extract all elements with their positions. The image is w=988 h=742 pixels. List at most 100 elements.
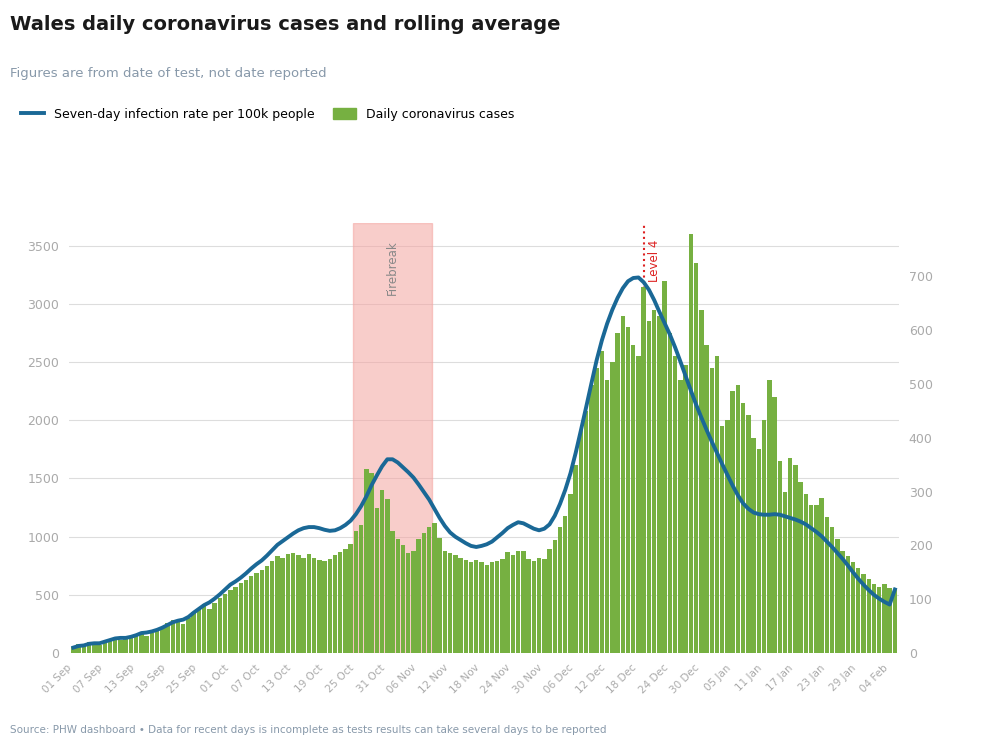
Bar (589, 385, 594, 653)
Bar (395, 539, 400, 653)
Bar (882, 585, 886, 653)
Bar (427, 528, 432, 653)
Bar (438, 538, 442, 653)
Bar (678, 380, 683, 653)
Bar (385, 499, 389, 653)
Bar (595, 368, 599, 653)
Bar (887, 588, 892, 653)
Bar (803, 493, 808, 653)
Bar (793, 464, 797, 653)
Bar (139, 632, 143, 653)
Bar (312, 557, 316, 653)
Text: Firebreak: Firebreak (386, 240, 399, 295)
Bar (700, 310, 703, 653)
Bar (536, 557, 541, 653)
Bar (809, 505, 813, 653)
Bar (124, 639, 127, 653)
Bar (370, 473, 373, 653)
Bar (516, 551, 521, 653)
Bar (249, 577, 254, 653)
Bar (819, 499, 824, 653)
Bar (689, 234, 693, 653)
Bar (82, 646, 86, 653)
Bar (856, 568, 861, 653)
Bar (506, 552, 510, 653)
Bar (762, 420, 767, 653)
Legend: Seven-day infection rate per 100k people, Daily coronavirus cases: Seven-day infection rate per 100k people… (16, 102, 519, 125)
Bar (432, 522, 437, 653)
Bar (463, 560, 468, 653)
Bar (343, 549, 348, 653)
Bar (662, 280, 667, 653)
Bar (862, 574, 865, 653)
Bar (714, 356, 719, 653)
Bar (542, 559, 546, 653)
Bar (830, 528, 834, 653)
Bar (144, 635, 149, 653)
Bar (155, 630, 159, 653)
Bar (547, 549, 551, 653)
Bar (684, 364, 688, 653)
Bar (767, 380, 772, 653)
Bar (176, 622, 180, 653)
Bar (558, 528, 562, 653)
Bar (411, 551, 416, 653)
Bar (244, 580, 248, 653)
Bar (390, 531, 395, 653)
Bar (709, 368, 714, 653)
Bar (605, 380, 610, 653)
Bar (725, 420, 730, 653)
Bar (657, 315, 662, 653)
Text: Source: PHW dashboard • Data for recent days is incomplete as tests results can : Source: PHW dashboard • Data for recent … (10, 725, 607, 735)
Bar (757, 450, 761, 653)
Bar (668, 333, 672, 653)
Bar (814, 505, 819, 653)
Bar (825, 517, 829, 653)
Bar (871, 585, 876, 653)
Bar (866, 579, 871, 653)
Bar (374, 508, 379, 653)
Bar (228, 590, 232, 653)
Bar (128, 637, 133, 653)
Bar (338, 552, 343, 653)
Bar (290, 553, 295, 653)
Bar (265, 565, 269, 653)
Bar (97, 645, 102, 653)
Bar (333, 555, 337, 653)
Bar (616, 333, 619, 653)
Bar (704, 345, 708, 653)
Bar (647, 321, 651, 653)
Bar (521, 551, 526, 653)
Bar (276, 556, 280, 653)
Bar (469, 562, 473, 653)
Bar (212, 603, 216, 653)
Bar (736, 385, 740, 653)
Bar (165, 623, 170, 653)
Bar (636, 356, 640, 653)
Bar (233, 587, 238, 653)
Bar (846, 556, 850, 653)
Bar (108, 639, 113, 653)
Bar (479, 562, 484, 653)
Bar (401, 545, 405, 653)
Bar (532, 561, 536, 653)
Bar (652, 310, 656, 653)
Text: Figures are from date of test, not date reported: Figures are from date of test, not date … (10, 67, 326, 80)
Bar (160, 628, 165, 653)
Bar (568, 493, 573, 653)
Bar (484, 565, 489, 653)
Bar (71, 646, 75, 653)
Bar (720, 426, 724, 653)
Bar (187, 618, 191, 653)
Bar (171, 620, 175, 653)
Bar (238, 583, 243, 653)
Bar (752, 438, 756, 653)
Text: Wales daily coronavirus cases and rolling average: Wales daily coronavirus cases and rollin… (10, 15, 560, 34)
Bar (365, 469, 369, 653)
Bar (406, 553, 410, 653)
Bar (835, 539, 840, 653)
Bar (500, 559, 505, 653)
Bar (641, 286, 646, 653)
Bar (270, 561, 275, 653)
Bar (296, 555, 300, 653)
